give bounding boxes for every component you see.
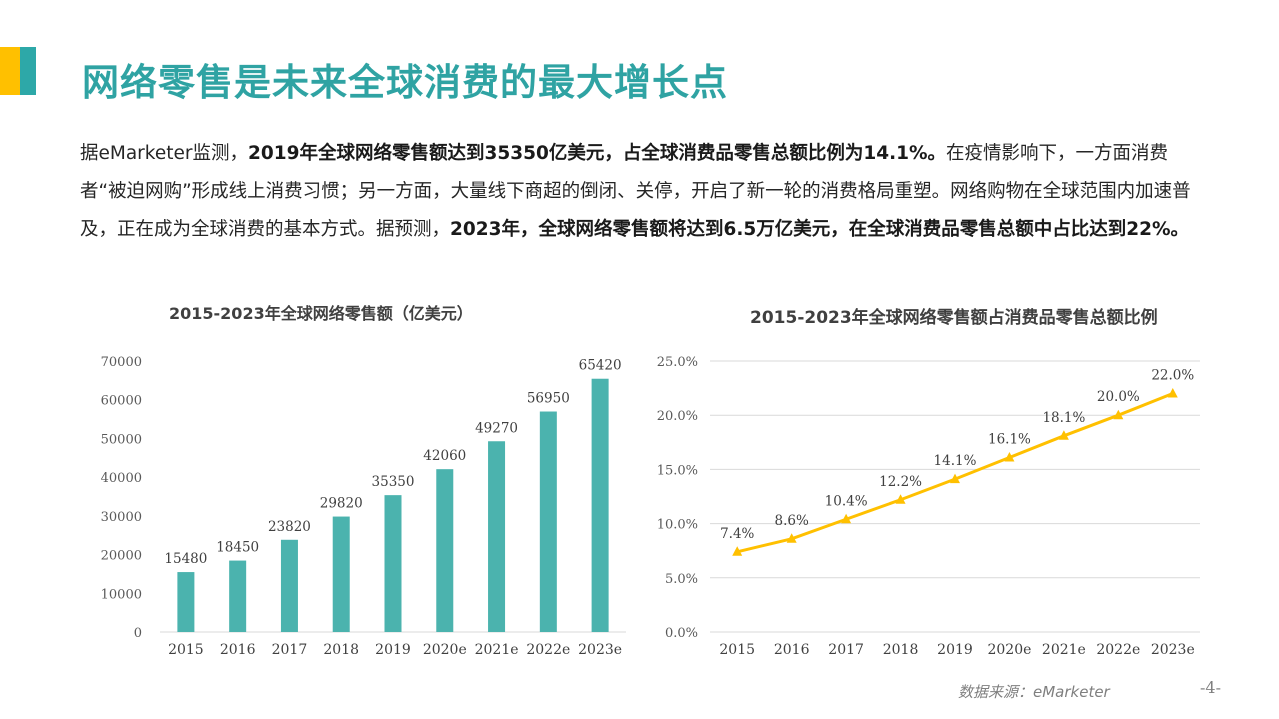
bar-data-label: 18450 (216, 540, 259, 556)
bar (436, 469, 454, 632)
bar (280, 539, 298, 632)
x-tick-label: 2023e (1151, 642, 1195, 658)
triangle-marker (841, 513, 852, 524)
bar (384, 495, 402, 632)
x-tick-label: 2019 (937, 642, 973, 658)
y-tick-label: 0.0% (665, 626, 698, 641)
intro-segment: 2023年，全球网络零售额将达到6.5万亿美元，在全球消费品零售总额中占比达到2… (450, 219, 1190, 240)
x-tick-label: 2016 (774, 642, 810, 658)
x-tick-label: 2021e (1042, 642, 1086, 658)
triangle-marker (732, 546, 743, 556)
x-tick-label: 2022e (526, 642, 570, 658)
x-tick-label: 2019 (375, 642, 411, 658)
title-accent-bar-teal (20, 47, 36, 95)
triangle-marker (786, 533, 797, 543)
point-data-label: 22.0% (1151, 368, 1194, 384)
line-chart-title: 2015-2023年全球网络零售额占消费品零售总额比例 (750, 308, 1158, 328)
x-tick-label: 2015 (168, 642, 204, 658)
y-tick-label: 5.0% (665, 572, 698, 587)
triangle-marker (1113, 409, 1124, 420)
point-data-label: 8.6% (775, 513, 809, 529)
line-chart: 0.0% 5.0% 10.0% 15.0% 20.0% 25.0% 7.4% 2015 8.6%… (657, 355, 1200, 658)
x-tick-label: 2018 (883, 642, 919, 658)
intro-segment: 据eMarketer监测， (80, 143, 248, 164)
bar (591, 378, 609, 632)
triangle-marker (1004, 451, 1015, 462)
x-tick-label: 2020e (423, 642, 467, 658)
y-tick-label: 20000 (101, 549, 142, 564)
point-data-label: 16.1% (988, 431, 1031, 447)
bar-chart: 0 10000 20000 30000 40000 50000 60000 70000 1548… (101, 355, 626, 658)
y-tick-label: 20.0% (657, 409, 698, 424)
triangle-marker (1058, 430, 1069, 440)
triangle-marker (1167, 388, 1178, 398)
y-tick-label: 25.0% (657, 355, 698, 370)
bar-data-label: 49270 (475, 420, 518, 436)
triangle-marker (895, 494, 906, 504)
y-tick-label: 40000 (101, 471, 142, 486)
y-tick-label: 10.0% (657, 518, 698, 533)
triangle-marker (950, 473, 960, 484)
x-tick-label: 2023e (578, 642, 622, 658)
source-note: 数据来源：eMarketer (958, 683, 1110, 701)
page-number: -4- (1200, 678, 1221, 697)
x-tick-label: 2015 (719, 642, 755, 658)
bar-data-label: 42060 (423, 448, 466, 464)
y-tick-label: 0 (134, 626, 142, 641)
bar-data-label: 56950 (527, 391, 570, 407)
bar-data-label: 15480 (164, 551, 207, 567)
y-tick-label: 15.0% (657, 463, 698, 478)
point-data-label: 18.1% (1042, 410, 1085, 426)
point-data-label: 10.4% (825, 493, 868, 509)
bar (229, 560, 247, 632)
intro-segment: 在疫情影响下，一方面消费者“被迫网购”形成线上消费习惯；另一方面，大量线下商超的… (80, 143, 1191, 240)
bar (539, 411, 557, 632)
bar-data-label: 23820 (268, 519, 311, 535)
point-data-label: 12.2% (879, 474, 922, 490)
x-tick-label: 2016 (220, 642, 256, 658)
bar (177, 572, 195, 632)
x-tick-label: 2017 (828, 642, 864, 658)
y-tick-label: 70000 (101, 355, 142, 370)
x-tick-label: 2018 (323, 642, 359, 658)
y-tick-label: 50000 (101, 432, 142, 447)
y-tick-label: 60000 (101, 394, 142, 409)
bar-data-label: 65420 (579, 358, 622, 374)
bar-data-label: 29820 (320, 496, 363, 512)
bar-data-label: 35350 (372, 474, 415, 490)
y-tick-label: 10000 (101, 587, 142, 602)
bar (488, 441, 506, 632)
x-tick-label: 2021e (475, 642, 519, 658)
bar-chart-title: 2015-2023年全球网络零售额（亿美元） (169, 304, 473, 323)
x-tick-label: 2017 (272, 642, 308, 658)
point-data-label: 20.0% (1097, 389, 1140, 405)
x-tick-label: 2020e (987, 642, 1031, 658)
intro-paragraph: 据eMarketer监测，2019年全球网络零售额达到35350亿美元，占全球消… (80, 135, 1200, 249)
intro-segment: 2019年全球网络零售额达到35350亿美元，占全球消费品零售总额比例为14.1… (247, 143, 947, 164)
page-title: 网络零售是未来全球消费的最大增长点 (82, 61, 728, 104)
y-tick-label: 30000 (101, 510, 142, 525)
x-tick-label: 2022e (1096, 642, 1140, 658)
bar (332, 516, 350, 632)
point-data-label: 7.4% (720, 526, 754, 542)
title-accent-bar-yellow (0, 47, 20, 95)
point-data-label: 14.1% (934, 453, 977, 469)
